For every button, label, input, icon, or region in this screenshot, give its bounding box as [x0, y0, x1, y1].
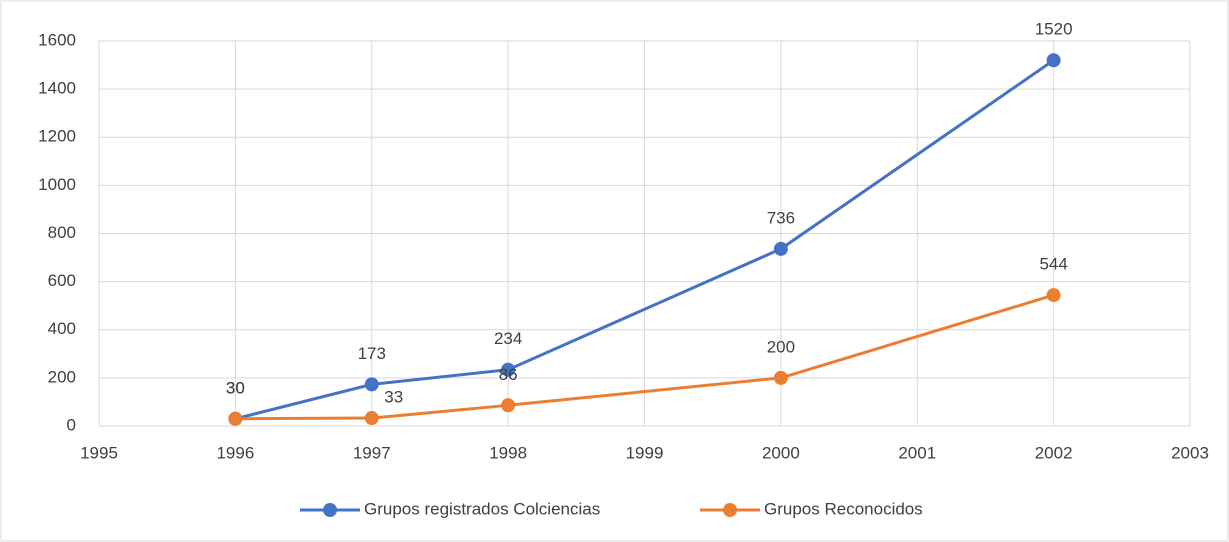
y-tick-label: 1600 [38, 30, 76, 49]
data-label: 173 [358, 344, 386, 363]
x-tick-label: 1997 [353, 443, 391, 462]
data-label: 30 [226, 378, 245, 397]
point [773, 370, 788, 385]
y-tick-label: 800 [48, 223, 76, 242]
data-label: 544 [1039, 255, 1067, 274]
data-label: 234 [494, 329, 522, 348]
point [364, 377, 379, 392]
data-label: 1520 [1035, 20, 1073, 39]
point [501, 398, 516, 413]
x-tick-label: 2003 [1171, 443, 1209, 462]
data-label: 200 [767, 337, 795, 356]
point [228, 411, 243, 426]
data-label: 33 [384, 388, 403, 407]
x-tick-label: 2002 [1035, 443, 1073, 462]
point [1046, 53, 1061, 68]
legend-marker [723, 503, 737, 517]
point [364, 411, 379, 426]
point [1046, 288, 1061, 303]
point [501, 362, 516, 377]
x-tick-label: 2000 [762, 443, 800, 462]
data-label: 736 [767, 208, 795, 227]
y-tick-label: 600 [48, 271, 76, 290]
legend-label: Grupos registrados Colciencias [364, 499, 600, 518]
x-tick-label: 1995 [80, 443, 118, 462]
legend-label: Grupos Reconocidos [764, 499, 923, 518]
y-tick-label: 1200 [38, 127, 76, 146]
x-tick-label: 1999 [626, 443, 664, 462]
y-tick-label: 400 [48, 319, 76, 338]
point [773, 241, 788, 256]
data-label: 86 [499, 365, 518, 384]
x-tick-label: 2001 [898, 443, 936, 462]
y-tick-label: 0 [67, 415, 76, 434]
y-tick-label: 200 [48, 367, 76, 386]
x-tick-label: 1998 [489, 443, 527, 462]
y-tick-label: 1000 [38, 175, 76, 194]
x-tick-label: 1996 [216, 443, 254, 462]
y-tick-label: 1400 [38, 79, 76, 98]
data-label: 30 [226, 378, 245, 397]
legend-marker [323, 503, 337, 517]
